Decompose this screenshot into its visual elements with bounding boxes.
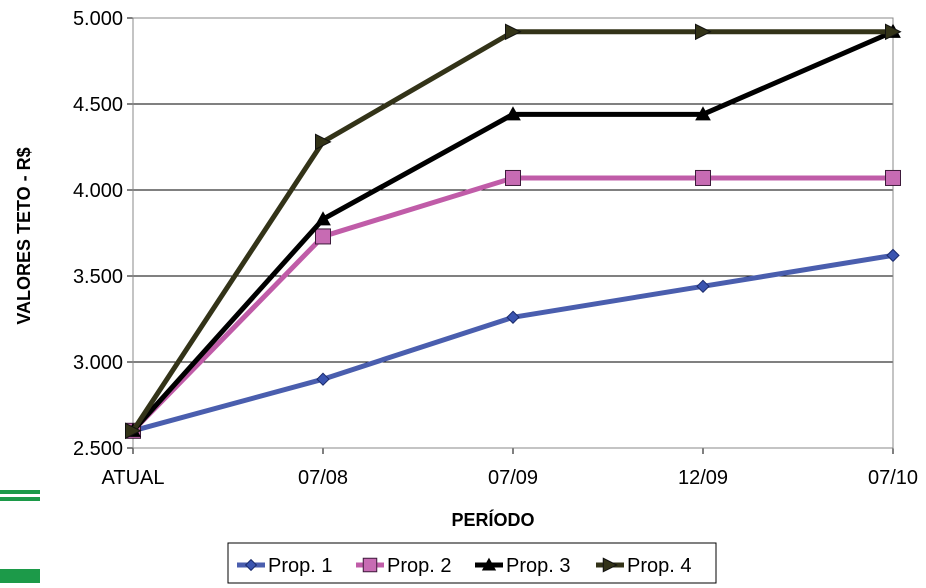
series-1 <box>126 248 900 438</box>
green-mark-top <box>0 490 40 494</box>
green-mark-bottom <box>0 569 40 583</box>
legend-marker <box>362 557 378 573</box>
y-tick-label: 4.500 <box>73 94 123 116</box>
data-point <box>505 106 521 121</box>
left-edge-decoration <box>0 490 40 583</box>
series-line <box>130 29 893 433</box>
legend-marker <box>244 558 258 572</box>
data-point <box>695 106 711 121</box>
data-point <box>125 422 142 440</box>
data-point <box>506 310 520 324</box>
series-line <box>132 252 894 434</box>
data-point <box>315 211 331 226</box>
series-3 <box>125 23 901 437</box>
series-4 <box>125 23 902 440</box>
y-tick-label: 3.500 <box>73 266 123 288</box>
y-axis-ticks: 2.500 3.000 3.500 4.000 4.500 5.000 <box>73 8 133 460</box>
x-tick-label: 07/08 <box>298 467 348 489</box>
data-point <box>696 279 710 294</box>
x-tick-label: 07/09 <box>488 467 538 489</box>
x-tick-label: 12/09 <box>678 467 728 489</box>
y-tick-label: 2.500 <box>73 438 123 460</box>
data-point <box>505 169 521 186</box>
series-layer <box>125 23 902 440</box>
y-tick-label: 3.000 <box>73 352 123 374</box>
data-point <box>695 23 712 41</box>
legend: Prop. 1 Prop. 2 Prop. 3 Prop. 4 <box>227 542 717 584</box>
x-axis-title: PERÍODO <box>451 509 534 530</box>
data-point <box>695 169 711 186</box>
series-2 <box>125 169 901 439</box>
green-mark-middle <box>0 497 40 501</box>
legend-label: Prop. 1 <box>268 555 332 577</box>
legend-marker <box>481 557 497 571</box>
x-tick-label: 07/10 <box>868 467 918 489</box>
data-point <box>315 133 332 151</box>
plot-area-frame <box>132 17 894 449</box>
x-tick-label: ATUAL <box>102 467 165 489</box>
data-point <box>315 228 331 245</box>
data-point <box>886 248 900 263</box>
legend-marker <box>602 557 618 573</box>
y-tick-label: 4.000 <box>73 180 123 202</box>
y-tick-label: 5.000 <box>73 8 123 30</box>
data-point <box>885 23 902 41</box>
x-axis-ticks: ATUAL 07/08 07/09 12/09 07/10 <box>102 448 918 489</box>
data-point <box>885 169 901 186</box>
data-point <box>316 372 330 386</box>
legend-label: Prop. 3 <box>506 555 570 577</box>
series-line <box>131 29 894 433</box>
data-point <box>505 23 522 41</box>
legend-box <box>227 542 717 584</box>
legend-label: Prop. 4 <box>627 555 691 577</box>
legend-label: Prop. 2 <box>387 555 451 577</box>
y-axis-title: VALORES TETO - R$ <box>14 147 34 324</box>
